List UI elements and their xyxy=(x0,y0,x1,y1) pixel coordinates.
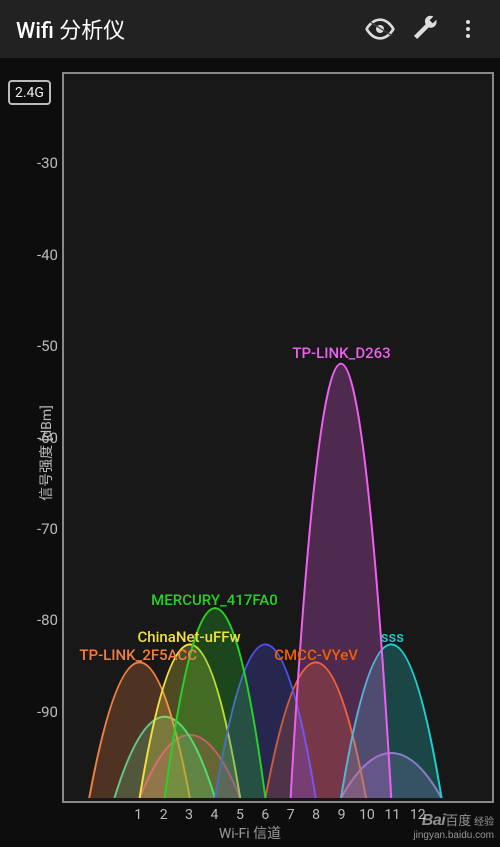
x-tick: 9 xyxy=(338,807,346,823)
plot-frame xyxy=(62,72,494,803)
x-tick: 11 xyxy=(384,807,400,823)
eye-icon xyxy=(364,13,396,45)
y-tick: -60 xyxy=(8,429,58,447)
tools-button[interactable] xyxy=(402,7,446,51)
x-tick: 3 xyxy=(185,807,193,823)
y-tick: -50 xyxy=(8,337,58,355)
x-tick: 12 xyxy=(410,807,426,823)
x-tick: 5 xyxy=(236,807,244,823)
x-tick: 10 xyxy=(359,807,375,823)
y-tick: -90 xyxy=(8,703,58,721)
x-tick: 8 xyxy=(312,807,320,823)
x-tick: 4 xyxy=(211,807,219,823)
plot-svg xyxy=(64,74,492,798)
wrench-icon xyxy=(409,14,439,44)
x-tick: 6 xyxy=(261,807,269,823)
overflow-icon xyxy=(456,17,480,41)
overflow-button[interactable] xyxy=(446,7,490,51)
x-tick: 1 xyxy=(134,807,142,823)
y-tick: -30 xyxy=(8,154,58,172)
band-badge[interactable]: 2.4G xyxy=(8,80,51,105)
view-button[interactable] xyxy=(358,7,402,51)
x-axis-label: Wi-Fi 信道 xyxy=(0,823,500,843)
x-tick: 7 xyxy=(287,807,295,823)
y-axis-label: 信号强度 [dBm] xyxy=(36,405,56,501)
chart-region: 2.4G 信号强度 [dBm] Wi-Fi 信道 -30 -40 -50 -60 -70… xyxy=(0,58,500,847)
app-title: Wifi 分析仪 xyxy=(16,13,358,45)
y-tick: -40 xyxy=(8,246,58,264)
y-tick: -80 xyxy=(8,611,58,629)
appbar: Wifi 分析仪 xyxy=(0,0,500,58)
x-tick: 2 xyxy=(160,807,168,823)
y-tick: -70 xyxy=(8,520,58,538)
